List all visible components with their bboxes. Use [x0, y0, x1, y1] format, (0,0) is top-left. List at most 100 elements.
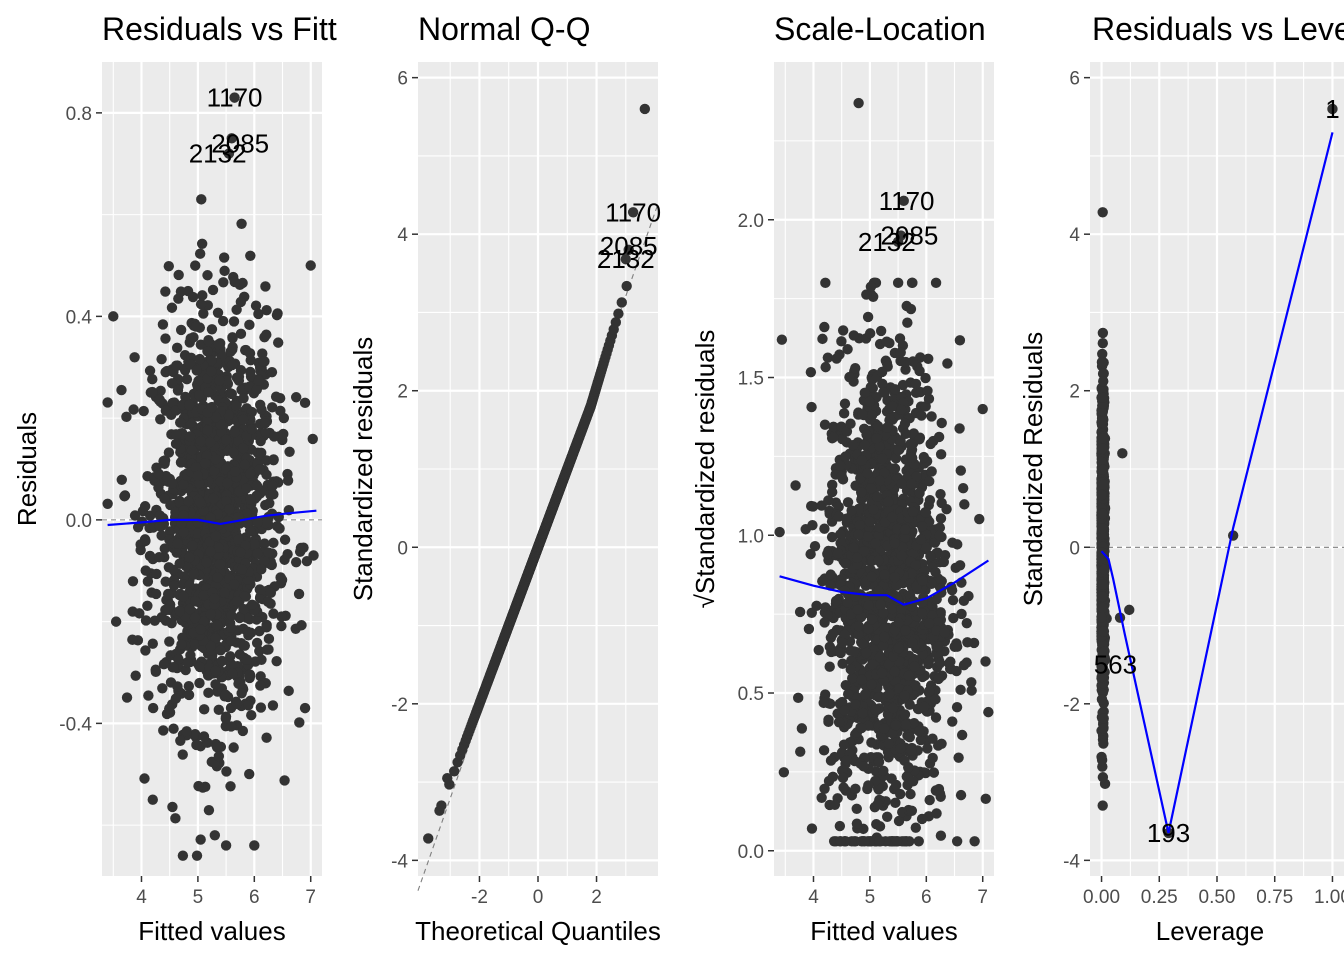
data-point	[270, 391, 282, 402]
data-point	[276, 574, 288, 586]
data-point	[213, 519, 224, 531]
data-point	[954, 335, 966, 346]
data-point	[180, 391, 191, 403]
y-axis-title: Residuals	[12, 412, 42, 526]
data-point	[233, 371, 245, 382]
data-point	[251, 384, 263, 395]
data-point	[290, 392, 302, 403]
data-point	[1097, 348, 1108, 360]
data-point	[906, 745, 917, 756]
data-point	[620, 254, 632, 265]
data-point	[175, 735, 186, 747]
data-point	[260, 281, 271, 292]
data-point	[255, 399, 266, 411]
data-point	[244, 348, 256, 359]
data-point	[875, 325, 887, 337]
data-point	[183, 495, 194, 507]
data-point	[918, 451, 930, 463]
data-point	[842, 344, 853, 355]
data-point	[134, 608, 145, 619]
data-point	[261, 644, 273, 655]
data-point	[803, 623, 815, 635]
data-point	[878, 675, 890, 687]
data-point	[159, 455, 171, 466]
y-tick-label: 6	[397, 69, 408, 90]
data-point	[212, 307, 224, 319]
data-point	[934, 522, 946, 533]
data-point	[807, 519, 818, 531]
data-point	[851, 803, 862, 814]
data-point	[237, 277, 248, 289]
data-points	[774, 97, 994, 847]
data-point	[951, 641, 963, 652]
data-point	[983, 706, 994, 718]
data-point	[227, 333, 238, 344]
data-point	[833, 717, 845, 728]
data-point	[1097, 657, 1109, 669]
data-point	[878, 765, 889, 776]
data-point	[805, 548, 816, 560]
data-point	[862, 623, 874, 635]
data-point	[915, 534, 927, 545]
data-point	[235, 328, 247, 340]
data-point	[873, 530, 885, 541]
data-point	[910, 378, 922, 390]
data-point	[246, 423, 258, 435]
data-point	[222, 477, 233, 489]
data-point	[210, 633, 221, 644]
data-point	[198, 615, 209, 627]
data-point	[178, 510, 189, 521]
data-point	[255, 671, 266, 682]
y-tick-label: 1.0	[738, 526, 764, 547]
data-point	[147, 386, 158, 398]
data-point	[253, 308, 264, 320]
data-point	[1098, 626, 1109, 637]
data-point	[889, 537, 901, 549]
data-point	[899, 524, 911, 535]
data-point	[930, 694, 941, 705]
data-point	[216, 427, 227, 438]
data-point	[250, 300, 262, 311]
data-point	[191, 739, 202, 751]
data-point	[933, 673, 944, 685]
data-point	[267, 700, 279, 711]
data-point	[251, 637, 263, 649]
point-id-label: 1170	[207, 83, 263, 113]
data-point	[1097, 508, 1108, 520]
data-point	[924, 476, 935, 487]
data-point	[255, 680, 266, 691]
data-point	[240, 483, 252, 494]
data-point	[1098, 414, 1109, 425]
data-point	[890, 779, 902, 791]
data-point	[188, 569, 200, 580]
data-point	[210, 411, 222, 423]
data-point	[268, 537, 279, 549]
data-point	[1098, 368, 1109, 379]
data-point	[910, 680, 921, 691]
data-point	[924, 494, 936, 506]
data-point	[198, 731, 210, 742]
data-point	[195, 298, 207, 310]
data-point	[186, 444, 198, 456]
data-point	[175, 457, 187, 468]
data-point	[905, 303, 917, 315]
data-point	[268, 608, 279, 619]
data-point	[896, 404, 907, 416]
data-point	[923, 393, 935, 405]
data-point	[899, 709, 911, 720]
data-point	[845, 664, 856, 675]
data-point	[226, 133, 237, 144]
x-tick-label: 7	[305, 887, 316, 908]
data-point	[221, 766, 232, 777]
data-point	[204, 436, 216, 448]
data-point	[156, 353, 167, 365]
point-id-label: 2085	[880, 221, 938, 251]
data-point	[168, 580, 180, 591]
data-point	[882, 496, 894, 508]
data-point	[1098, 479, 1110, 490]
data-point	[904, 836, 915, 847]
data-point	[858, 761, 869, 772]
data-point	[809, 540, 821, 552]
point-id-label: 1170	[879, 186, 935, 216]
data-point	[229, 466, 241, 477]
